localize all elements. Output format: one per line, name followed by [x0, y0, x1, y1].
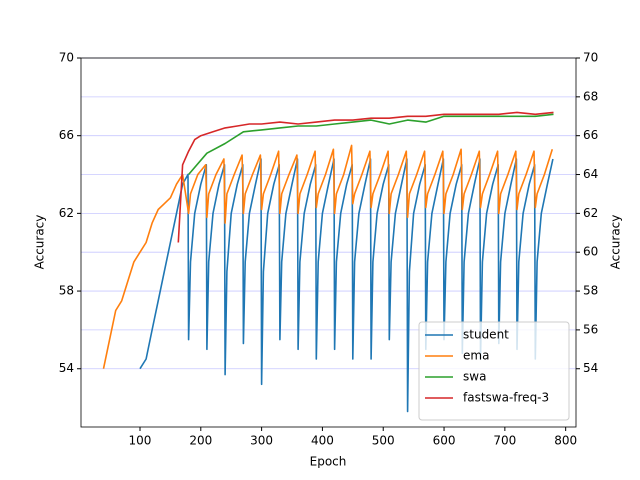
y2-tick-label: 70 [583, 51, 598, 65]
y-tick-label: 70 [59, 51, 74, 65]
x-tick-label: 300 [250, 434, 273, 448]
series-line [187, 113, 554, 176]
y-tick-label: 58 [59, 284, 74, 298]
y-axis-label: Accuracy [33, 215, 47, 270]
x-axis-label: Epoch [310, 455, 347, 469]
legend-label: student [463, 328, 509, 342]
x-tick-label: 100 [129, 434, 152, 448]
legend-label: ema [463, 349, 489, 363]
y-tick-label: 62 [59, 206, 74, 220]
y2-tick-label: 54 [583, 361, 598, 375]
plot-frame [80, 57, 577, 428]
y-tick-label: 66 [59, 128, 74, 142]
y2-tick-label: 68 [583, 89, 598, 103]
x-tick-label: 400 [311, 434, 334, 448]
legend-box [418, 321, 570, 421]
x-tick-label: 500 [372, 434, 395, 448]
legend-label: swa [463, 370, 486, 384]
y2-tick-label: 60 [583, 245, 598, 259]
legend-label: fastswa-freq-3 [463, 391, 549, 405]
x-tick-label: 600 [433, 434, 456, 448]
y2-tick-label: 56 [583, 322, 598, 336]
y2-axis-label: Accuracy [609, 215, 623, 270]
y2-tick-label: 58 [583, 284, 598, 298]
x-tick-label: 800 [554, 434, 577, 448]
x-tick-label: 200 [189, 434, 212, 448]
y2-tick-label: 62 [583, 206, 598, 220]
series-line [177, 111, 554, 243]
y2-tick-label: 66 [583, 128, 598, 142]
x-tick-label: 700 [493, 434, 516, 448]
series-line [102, 144, 554, 369]
y-tick-label: 54 [59, 361, 74, 375]
y2-tick-label: 64 [583, 167, 598, 181]
